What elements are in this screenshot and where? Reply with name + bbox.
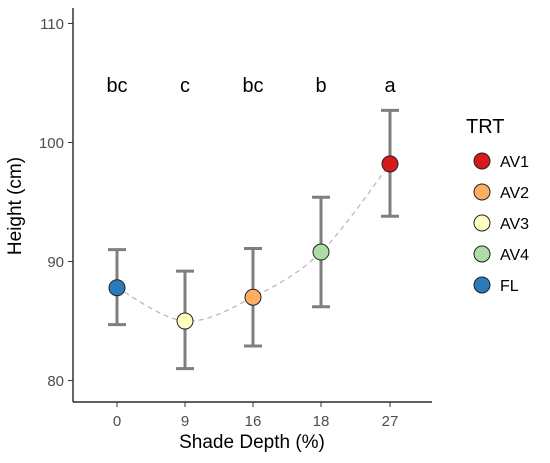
legend-title: TRT <box>466 116 505 138</box>
y-axis-title: Height (cm) <box>5 157 26 255</box>
legend-label: AV2 <box>500 185 529 202</box>
group-labels: bc c bc b a <box>106 75 396 97</box>
group-label-av3: c <box>180 75 190 97</box>
legend-label: AV1 <box>500 154 529 171</box>
legend: TRT AV1 AV2 AV3 AV4 FL <box>466 116 529 295</box>
legend-swatch <box>473 276 491 294</box>
x-tick-label: 27 <box>382 413 399 430</box>
x-tick-label: 0 <box>113 413 121 430</box>
legend-swatch <box>473 245 491 263</box>
axes <box>68 8 432 407</box>
tick-labels: 80 90 100 110 0 9 16 18 27 <box>39 16 398 430</box>
legend-item-av3: AV3 <box>473 214 529 233</box>
point-av4 <box>312 243 330 261</box>
legend-item-av4: AV4 <box>473 245 529 264</box>
legend-label: AV4 <box>500 247 529 264</box>
point-fl <box>108 279 126 297</box>
data-points <box>108 155 399 330</box>
x-tick-label: 9 <box>181 413 189 430</box>
legend-swatch <box>473 152 491 170</box>
legend-item-av2: AV2 <box>473 183 529 202</box>
legend-item-av1: AV1 <box>473 152 529 171</box>
group-label-av2: bc <box>242 75 263 97</box>
x-axis-title: Shade Depth (%) <box>179 432 325 453</box>
group-label-av4: b <box>315 75 326 97</box>
legend-label: FL <box>500 278 519 295</box>
point-av1 <box>381 155 399 173</box>
legend-label: AV3 <box>500 216 529 233</box>
y-tick-label: 110 <box>40 16 64 33</box>
legend-swatch <box>473 183 491 201</box>
point-av2 <box>244 288 262 306</box>
group-label-av1: a <box>384 75 396 97</box>
legend-item-fl: FL <box>473 276 519 295</box>
legend-swatch <box>473 214 491 232</box>
y-tick-label: 90 <box>47 254 64 271</box>
y-tick-label: 80 <box>47 373 64 390</box>
x-tick-label: 18 <box>313 413 330 430</box>
error-bars <box>108 108 399 371</box>
group-label-fl: bc <box>106 75 127 97</box>
y-tick-label: 100 <box>39 135 64 152</box>
point-av3 <box>176 312 194 330</box>
x-tick-label: 16 <box>245 413 262 430</box>
